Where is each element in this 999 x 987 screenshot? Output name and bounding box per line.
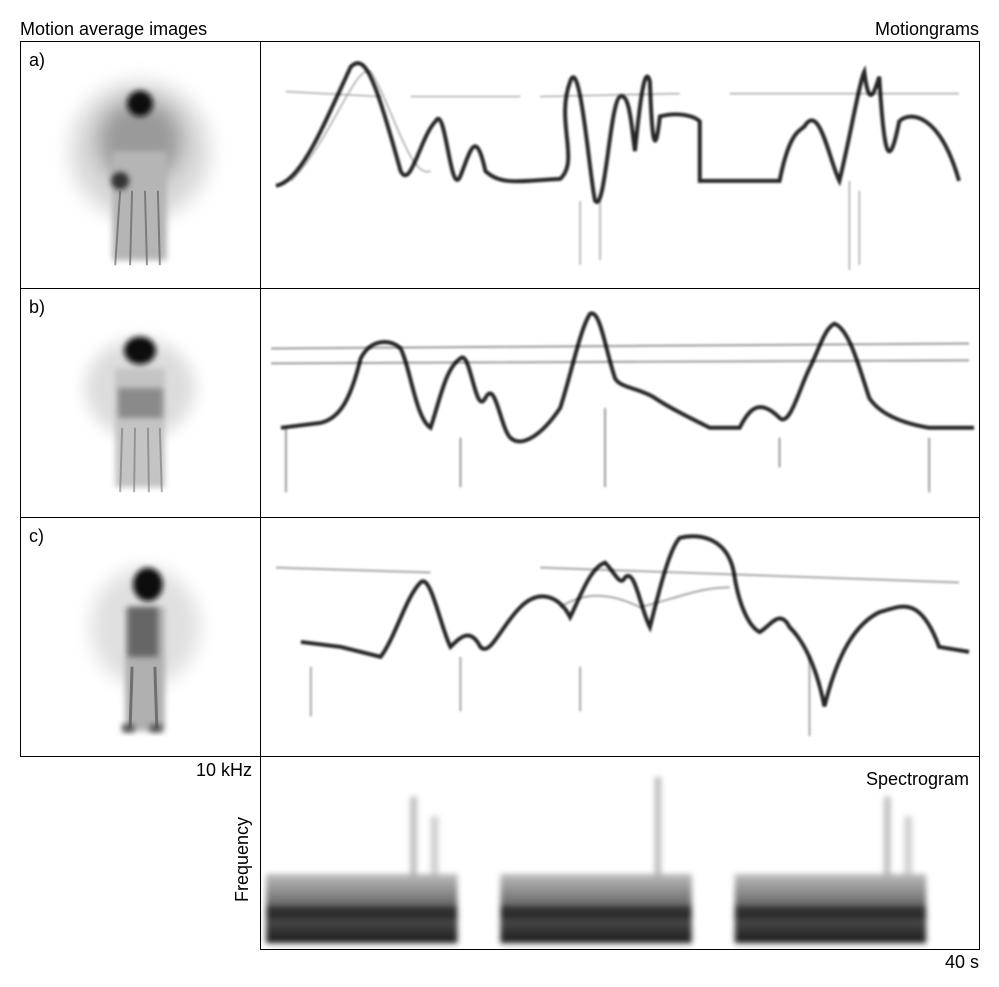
spectrogram-ylabel: Frequency [232,817,253,902]
motiongram-c-traces [261,518,979,756]
spectrogram-image [261,757,979,949]
motiongram-b [260,288,980,518]
motiongram-a-traces [261,42,979,288]
figure-silhouette-b [21,289,260,517]
motion-average-image-a: a) [20,41,261,289]
motion-average-images-title: Motion average images [20,19,207,39]
motiongram-b-traces [261,289,979,517]
motiongram-c [260,517,980,757]
figure-silhouette-c [21,518,260,756]
spectrogram-ymax-label: 10 kHz [196,760,252,780]
motiongram-a [260,41,980,289]
motion-average-image-c: c) [20,517,261,757]
figure-silhouette-a [21,42,260,288]
motiongrams-title: Motiongrams [875,19,979,39]
spectrogram-panel: Spectrogram [260,756,980,950]
motion-average-image-b: b) [20,288,261,518]
spectrogram-xmax-label: 40 s [945,952,979,972]
